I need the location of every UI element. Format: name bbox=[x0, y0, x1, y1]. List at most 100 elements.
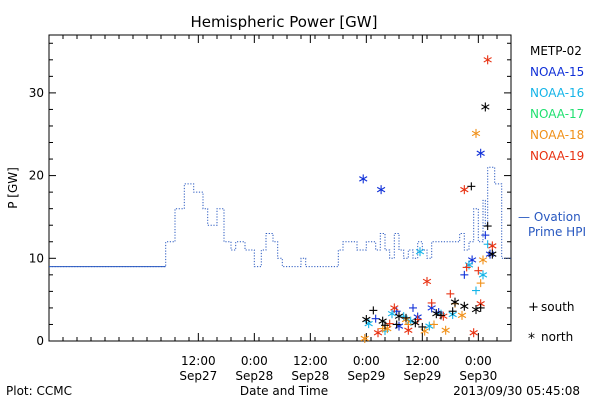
north-point-arm bbox=[411, 320, 420, 326]
north-point-arm bbox=[476, 301, 485, 307]
north-point bbox=[471, 128, 481, 138]
south-point bbox=[369, 306, 378, 315]
north-point-arm bbox=[478, 272, 488, 278]
x-tick-label-date: Sep29 bbox=[347, 369, 385, 383]
north-point-arm bbox=[476, 150, 485, 156]
south-point bbox=[392, 320, 401, 329]
north-marker-glyph: * bbox=[528, 331, 535, 347]
x-tick-label-time: 0:00 bbox=[241, 354, 268, 368]
north-point-arm bbox=[483, 57, 492, 63]
north-point bbox=[390, 303, 399, 313]
ovation-prime-hpi-line bbox=[49, 166, 511, 268]
north-point-arm bbox=[394, 313, 404, 319]
x-tick-label-date: Sep30 bbox=[459, 369, 497, 383]
north-point-arm bbox=[471, 306, 481, 313]
south-point bbox=[472, 286, 480, 295]
north-point-arm bbox=[488, 251, 497, 257]
x-axis-label: Date and Time bbox=[240, 384, 328, 398]
north-point-arm bbox=[460, 303, 469, 309]
north-point-arm bbox=[376, 186, 386, 193]
north-point bbox=[432, 309, 441, 319]
north-point-arm bbox=[469, 330, 478, 336]
north-point-arm bbox=[427, 305, 436, 311]
plot-source-credit: Plot: CCMC bbox=[6, 384, 72, 398]
north-point-arm bbox=[373, 330, 383, 336]
north-point bbox=[360, 334, 369, 344]
north-point-arm bbox=[415, 248, 425, 255]
x-tick-label-time: 0:00 bbox=[353, 354, 380, 368]
plot-area: 010203012:00Sep270:00Sep2812:00Sep280:00… bbox=[29, 34, 512, 383]
north-point bbox=[471, 305, 481, 315]
north-point-arm bbox=[406, 318, 415, 324]
north-point bbox=[415, 247, 425, 257]
plot-timestamp: 2013/09/30 05:45:08 bbox=[453, 384, 580, 398]
satellite-legend: METP-02 NOAA-15 NOAA-16 NOAA-17 NOAA-18 NOAA-… bbox=[530, 44, 584, 163]
north-point bbox=[404, 325, 413, 335]
north-point bbox=[425, 321, 434, 331]
north-point-arm bbox=[467, 257, 477, 263]
north-point bbox=[422, 276, 432, 286]
north-point bbox=[457, 310, 467, 320]
y-tick-label: 30 bbox=[29, 86, 44, 100]
south-point bbox=[371, 314, 380, 323]
south-point bbox=[476, 279, 485, 288]
north-point bbox=[488, 249, 497, 259]
north-point-arm bbox=[478, 257, 488, 263]
x-tick-label-time: 12:00 bbox=[405, 354, 440, 368]
x-tick-label-time: 0:00 bbox=[465, 354, 492, 368]
south-point bbox=[402, 313, 410, 322]
north-point-arm bbox=[471, 130, 481, 137]
north-point bbox=[394, 311, 404, 321]
north-point bbox=[469, 328, 478, 338]
north-point bbox=[488, 241, 497, 251]
north-point-arm bbox=[360, 335, 369, 342]
south-point bbox=[462, 263, 471, 272]
ovation-legend-label-2: Prime HPI bbox=[528, 225, 586, 239]
x-tick-label-time: 12:00 bbox=[293, 354, 328, 368]
north-point-arm bbox=[425, 323, 434, 329]
legend-entry: NOAA-19 bbox=[530, 149, 584, 163]
north-point bbox=[481, 102, 490, 112]
x-tick-label-date: Sep28 bbox=[291, 369, 329, 383]
legend-entry: NOAA-18 bbox=[530, 128, 584, 142]
south-point bbox=[427, 298, 436, 307]
north-point-arm bbox=[441, 327, 450, 333]
south-point bbox=[483, 222, 492, 231]
south-point bbox=[385, 319, 394, 328]
legend-entry: NOAA-15 bbox=[530, 65, 584, 79]
north-point bbox=[478, 270, 488, 280]
south-point bbox=[467, 182, 476, 191]
north-point bbox=[376, 185, 386, 195]
south-marker-glyph: + bbox=[528, 300, 539, 315]
north-point bbox=[373, 328, 383, 338]
south-marker-label: south bbox=[541, 300, 575, 314]
chart-title: Hemispheric Power [GW] bbox=[191, 13, 378, 31]
south-point bbox=[460, 270, 469, 279]
x-tick-label-date: Sep28 bbox=[235, 369, 273, 383]
x-tick-label-time: 12:00 bbox=[181, 354, 216, 368]
north-point-arm bbox=[404, 327, 413, 333]
north-point bbox=[483, 55, 492, 65]
legend-entry: NOAA-16 bbox=[530, 86, 584, 100]
legend-entry: METP-02 bbox=[530, 44, 582, 58]
y-tick-label: 0 bbox=[36, 334, 44, 348]
y-tick-label: 10 bbox=[29, 251, 44, 265]
y-axis-label: P [GW] bbox=[6, 167, 20, 209]
north-point bbox=[441, 325, 450, 335]
north-point-arm bbox=[457, 312, 467, 319]
north-point-arm bbox=[432, 310, 441, 317]
north-point bbox=[378, 316, 387, 326]
north-point-arm bbox=[488, 243, 497, 249]
south-point bbox=[481, 231, 490, 240]
y-tick-label: 20 bbox=[29, 169, 44, 183]
south-point bbox=[430, 320, 438, 329]
north-point bbox=[460, 301, 469, 311]
north-point-arm bbox=[422, 278, 432, 285]
north-marker-label: north bbox=[541, 330, 573, 344]
north-point-arm bbox=[481, 104, 490, 110]
x-tick-label-date: Sep29 bbox=[403, 369, 441, 383]
north-point bbox=[460, 185, 469, 195]
north-point-arm bbox=[378, 318, 387, 324]
south-point bbox=[474, 266, 483, 275]
